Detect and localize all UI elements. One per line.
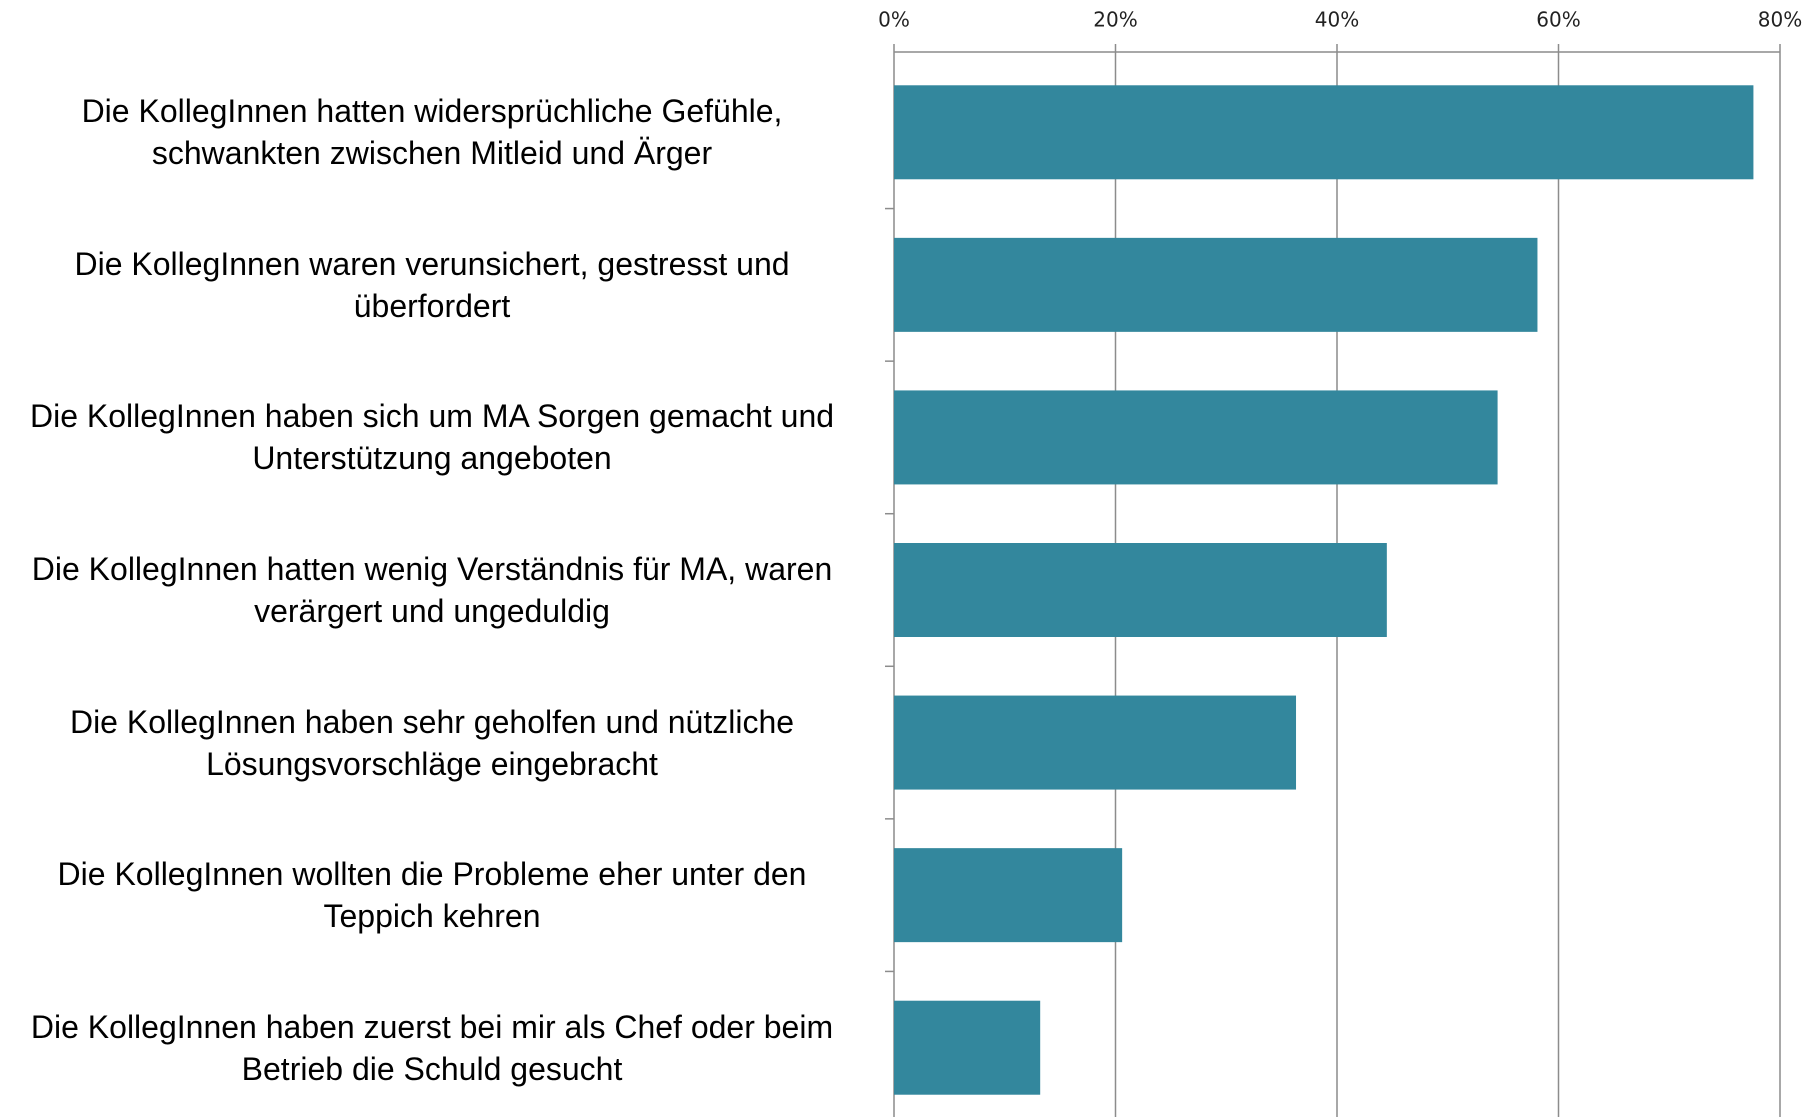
bar	[894, 848, 1123, 943]
x-tick-label: 80%	[1758, 8, 1802, 32]
bar	[894, 543, 1387, 637]
category-label: Die KollegInnen wollten die Probleme ehe…	[57, 856, 807, 935]
category-label: Die KollegInnen hatten wenig Verständnis…	[31, 551, 833, 629]
category-label: Die KollegInnen haben sich um MA Sorgen …	[29, 398, 835, 477]
bar	[894, 1000, 1041, 1095]
x-tick-label: 0%	[878, 8, 910, 32]
category-label: Die KollegInnen haben zuerst bei mir als…	[30, 1008, 834, 1087]
bar	[894, 390, 1498, 485]
bar	[894, 695, 1297, 790]
x-tick-label: 60%	[1536, 8, 1580, 32]
x-tick-label: 20%	[1093, 8, 1137, 32]
bar	[894, 237, 1538, 332]
x-tick-label: 40%	[1315, 8, 1359, 32]
bar	[894, 85, 1754, 180]
category-label: Die KollegInnen waren verunsichert, gest…	[74, 245, 790, 324]
category-label: Die KollegInnen hatten widersprüchliche …	[81, 93, 783, 172]
category-label: Die KollegInnen haben sehr geholfen und …	[69, 703, 795, 782]
